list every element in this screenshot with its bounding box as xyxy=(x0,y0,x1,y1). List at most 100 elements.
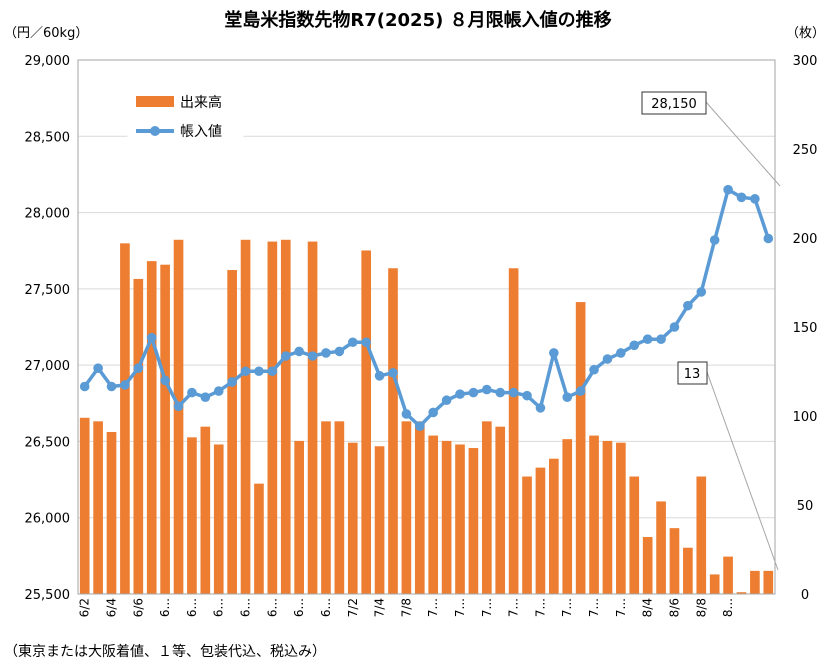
x-tick-label: 6/2 xyxy=(78,598,92,617)
x-tick-label: 7... xyxy=(453,598,467,617)
volume-bar xyxy=(254,483,264,594)
settlement-point xyxy=(280,351,291,361)
settlement-point xyxy=(321,348,331,358)
legend: 出来高 帳入値 xyxy=(127,87,244,149)
settlement-point xyxy=(508,387,519,398)
settlement-point xyxy=(589,364,599,375)
settlement-point xyxy=(401,409,412,419)
left-tick-label: 26,500 xyxy=(25,435,71,450)
volume-bar xyxy=(267,241,278,594)
settlement-point xyxy=(763,233,774,244)
volume-bar xyxy=(106,432,117,594)
settlement-point xyxy=(629,340,640,351)
settlement-point xyxy=(254,366,264,377)
x-tick-label: 6... xyxy=(185,598,199,617)
volume-bar xyxy=(575,302,586,594)
settlement-point xyxy=(482,384,492,395)
settlement-point xyxy=(428,407,439,418)
x-tick-label: 6... xyxy=(158,598,172,617)
settlement-point xyxy=(187,387,197,398)
x-tick-label: 8/4 xyxy=(641,598,655,617)
volume-bar xyxy=(240,239,251,594)
volume-bar xyxy=(696,476,707,594)
settlement-point xyxy=(347,337,358,348)
settlement-point xyxy=(683,300,693,311)
x-tick-label: 7... xyxy=(507,598,521,617)
x-tick-label: 6/4 xyxy=(105,598,119,617)
volume-bar xyxy=(562,439,573,594)
volume-bar xyxy=(294,440,304,594)
volume-bar xyxy=(656,501,666,594)
right-axis-ticks: 0 50 100 150 200 250 300 xyxy=(793,54,818,603)
settlement-point xyxy=(267,366,278,377)
volume-bar xyxy=(642,537,653,594)
volume-bar xyxy=(187,437,197,594)
volume-bar xyxy=(481,421,492,594)
settlement-point xyxy=(213,386,224,396)
volume-bar xyxy=(374,446,385,594)
x-tick-label: 6... xyxy=(239,598,253,617)
settlement-line-path xyxy=(83,187,770,428)
right-tick-label: 300 xyxy=(793,54,818,69)
right-tick-label: 200 xyxy=(793,232,818,247)
settlement-point xyxy=(709,235,720,245)
annotation-volume-text: 13 xyxy=(684,367,701,382)
legend-line-label: 帳入値 xyxy=(180,124,222,140)
volume-bar xyxy=(93,421,103,594)
settlement-point xyxy=(468,387,479,398)
volume-bar xyxy=(307,241,318,594)
settlement-point xyxy=(106,381,117,392)
settlement-point xyxy=(736,192,747,203)
settlement-point xyxy=(200,392,211,402)
settlement-point xyxy=(522,390,532,401)
settlement-point xyxy=(146,332,157,343)
left-tick-label: 25,500 xyxy=(25,588,71,603)
volume-bar xyxy=(468,448,479,594)
settlement-point xyxy=(696,287,707,297)
settlement-point xyxy=(669,322,680,332)
legend-line-marker xyxy=(150,126,160,136)
settlement-point xyxy=(535,403,546,413)
left-tick-label: 28,000 xyxy=(25,207,71,222)
right-tick-label: 0 xyxy=(801,588,809,603)
x-tick-label: 6... xyxy=(212,598,226,617)
volume-bar xyxy=(280,239,291,594)
annotation-volume: 13 xyxy=(677,361,779,571)
settlement-point xyxy=(602,354,613,364)
volume-bar xyxy=(589,435,599,594)
volume-bar xyxy=(79,417,90,594)
volume-bar xyxy=(602,440,613,594)
right-tick-label: 250 xyxy=(793,143,818,158)
settlement-line xyxy=(79,184,774,431)
annotation-peak-box xyxy=(641,91,707,115)
settlement-point xyxy=(133,363,144,373)
x-tick-label: 7/4 xyxy=(373,598,387,617)
settlement-point xyxy=(294,346,304,357)
volume-bar xyxy=(709,574,720,594)
x-tick-label: 7... xyxy=(614,598,628,617)
volume-bar xyxy=(495,426,506,594)
volume-bar xyxy=(146,261,157,594)
volume-bar xyxy=(508,268,519,594)
settlement-point xyxy=(562,392,573,402)
legend-bar-swatch xyxy=(136,96,174,107)
annotation-volume-leader xyxy=(706,371,779,571)
chart-title: 堂島米指数先物R7(2025) ８月限帳入値の推移 xyxy=(224,9,611,31)
x-tick-label: 7/8 xyxy=(399,598,413,617)
settlement-point xyxy=(441,395,452,406)
left-tick-label: 27,000 xyxy=(25,359,71,374)
right-axis-unit: （枚） xyxy=(786,26,825,41)
volume-bar xyxy=(549,458,559,594)
annotation-volume-box xyxy=(677,361,708,385)
volume-bars xyxy=(79,239,774,594)
x-tick-label: 7/2 xyxy=(346,598,360,617)
settlement-point xyxy=(549,348,559,358)
settlement-point xyxy=(240,366,251,377)
right-tick-label: 50 xyxy=(797,499,814,514)
right-tick-label: 150 xyxy=(793,321,818,336)
settlement-point xyxy=(120,380,130,390)
settlement-point xyxy=(374,371,385,381)
annotation-peak-text: 28,150 xyxy=(651,97,697,112)
x-tick-label: 6... xyxy=(319,598,333,617)
